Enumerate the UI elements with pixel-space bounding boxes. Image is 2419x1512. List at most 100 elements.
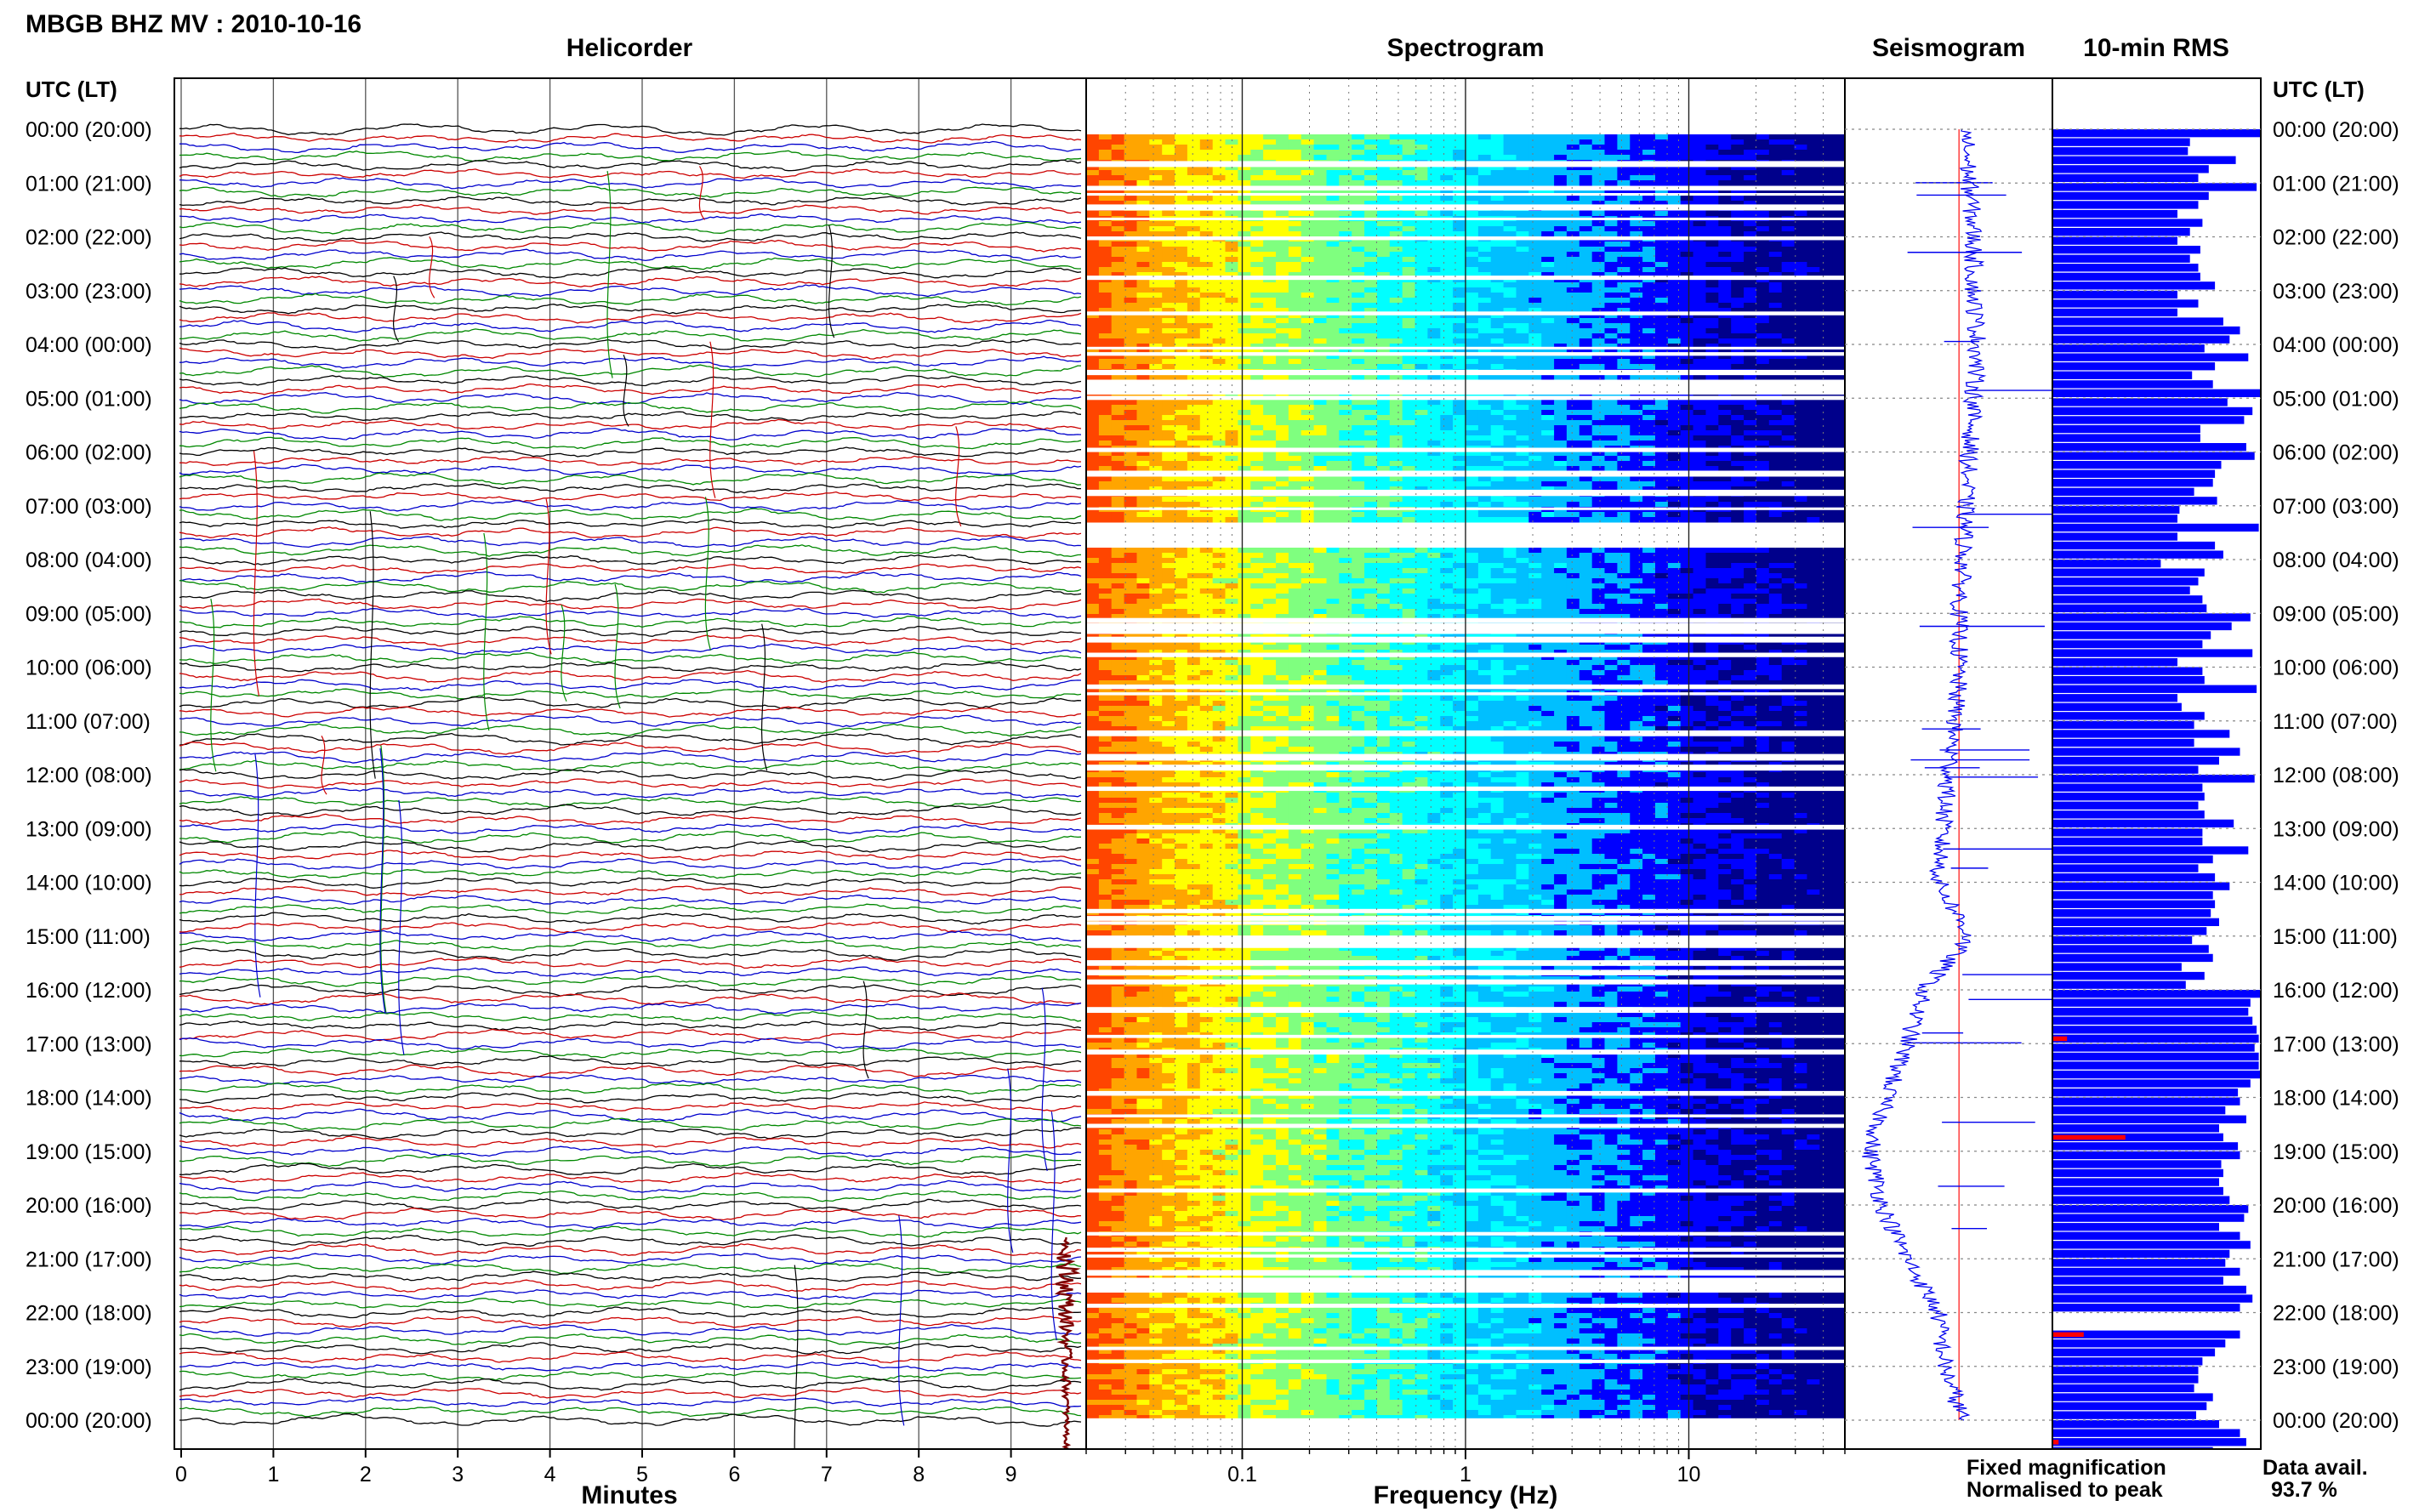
spectrogram-cell <box>1440 344 1454 350</box>
spectrogram-cell <box>1490 410 1505 416</box>
spectrogram-cell <box>1352 410 1365 416</box>
spectrogram-cell <box>1276 425 1289 431</box>
spectrogram-cell <box>1807 170 1820 176</box>
spectrogram-cell <box>1162 242 1175 247</box>
spectrogram-cell <box>1288 287 1302 293</box>
spectrogram-cell <box>1819 364 1833 370</box>
spectrogram-cell <box>1528 558 1542 564</box>
spectrogram-cell <box>1111 150 1125 156</box>
spectrogram-cell <box>1187 364 1201 370</box>
spectrogram-cell <box>1098 573 1113 579</box>
spectrogram-cell <box>1503 196 1517 202</box>
spectrogram-cell <box>1667 430 1682 436</box>
spectrogram-cell <box>1212 415 1227 421</box>
spectrogram-cell <box>1402 323 1416 329</box>
spectrogram-cell <box>1199 226 1214 232</box>
spectrogram-cell <box>1705 139 1719 145</box>
spectrogram-cell <box>1389 201 1403 207</box>
spectrogram-cell <box>1250 461 1264 467</box>
helicorder-trace <box>179 823 1082 834</box>
spectrogram-cell <box>1212 170 1227 176</box>
spectrogram-cell <box>1768 323 1783 329</box>
spectrogram-cell <box>1630 221 1643 227</box>
spectrogram-cell <box>1579 512 1593 518</box>
spectrogram-cell <box>1149 563 1163 569</box>
spectrogram-cell <box>1591 573 1606 579</box>
spectrogram-cell <box>1086 573 1100 579</box>
spectrogram-cell <box>1642 502 1656 508</box>
spectrogram-cell <box>1326 134 1340 140</box>
spectrogram-cell <box>1680 512 1694 518</box>
spectrogram-cell <box>1832 415 1845 421</box>
spectrogram-cell <box>1136 139 1150 145</box>
spectrogram-cell <box>1288 512 1302 518</box>
spectrogram-cell <box>1339 134 1352 140</box>
spectrogram-cell <box>1402 272 1416 278</box>
spectrogram-cell <box>1566 282 1580 288</box>
spectrogram-cell <box>1756 180 1770 186</box>
spectrogram-cell <box>1086 139 1100 145</box>
spectrogram-cell <box>1477 293 1492 298</box>
spectrogram-cell <box>1516 517 1529 523</box>
spectrogram-cell <box>1630 252 1643 258</box>
spectrogram-cell <box>1794 262 1807 268</box>
spectrogram-cell <box>1528 456 1542 462</box>
spectrogram-cell <box>1693 583 1707 589</box>
helicorder-trace <box>179 312 1082 324</box>
spectrogram-cell <box>1162 175 1175 181</box>
spectrogram-cell <box>1604 481 1618 487</box>
spectrogram-cell <box>1781 502 1796 508</box>
spectrogram-cell <box>1339 354 1352 360</box>
spectrogram-cell <box>1276 461 1289 467</box>
spectrogram-cell <box>1503 231 1517 237</box>
spectrogram-cell <box>1528 139 1542 145</box>
spectrogram-cell <box>1591 563 1606 569</box>
spectrogram-heatmap <box>1086 78 1845 1449</box>
spectrogram-cell <box>1136 170 1150 176</box>
spectrogram-cell <box>1718 435 1732 441</box>
spectrogram-cell <box>1794 293 1807 298</box>
spectrogram-cell <box>1591 333 1606 339</box>
spectrogram-cell <box>1212 512 1227 518</box>
spectrogram-cell <box>1642 548 1656 554</box>
spectrogram-cell <box>1807 410 1820 416</box>
spectrogram-cell <box>1238 400 1251 406</box>
spectrogram-cell <box>1807 333 1820 339</box>
spectrogram-cell <box>1212 400 1227 406</box>
spectrogram-cell <box>1554 139 1568 145</box>
spectrogram-cell <box>1768 267 1783 273</box>
spectrogram-cell <box>1693 400 1707 406</box>
spectrogram-cell <box>1794 165 1807 171</box>
spectrogram-cell <box>1655 517 1669 523</box>
spectrogram-cell <box>1098 578 1113 584</box>
spectrogram-cell <box>1466 359 1479 365</box>
spectrogram-cell <box>1124 558 1138 564</box>
spectrogram-cell <box>1477 175 1492 181</box>
spectrogram-cell <box>1364 441 1378 446</box>
spectrogram-cell <box>1440 231 1454 237</box>
spectrogram-cell <box>1263 349 1277 355</box>
spectrogram-cell <box>1238 512 1251 518</box>
spectrogram-cell <box>1528 374 1542 380</box>
spectrogram-cell <box>1149 405 1163 411</box>
spectrogram-cell <box>1313 563 1328 569</box>
spectrogram-cell <box>1566 180 1580 186</box>
spectrogram-cell <box>1086 180 1100 186</box>
spectrogram-cell <box>1440 267 1454 273</box>
spectrogram-cell <box>1591 349 1606 355</box>
spectrogram-cell <box>1680 415 1694 421</box>
spectrogram-cell <box>1630 573 1643 579</box>
helicorder-trace <box>179 563 1082 574</box>
spectrogram-cell <box>1705 573 1719 579</box>
spectrogram-cell <box>1617 247 1631 253</box>
spectrogram-cell <box>1376 553 1391 559</box>
spectrogram-cell <box>1301 231 1315 237</box>
spectrogram-cell <box>1276 420 1289 426</box>
spectrogram-cell <box>1554 303 1568 309</box>
spectrogram-cell <box>1339 583 1352 589</box>
spectrogram-cell <box>1768 415 1783 421</box>
spectrogram-cell <box>1503 486 1517 492</box>
spectrogram-cell <box>1819 139 1833 145</box>
spectrogram-cell <box>1832 196 1845 202</box>
spectrogram-cell <box>1579 400 1593 406</box>
